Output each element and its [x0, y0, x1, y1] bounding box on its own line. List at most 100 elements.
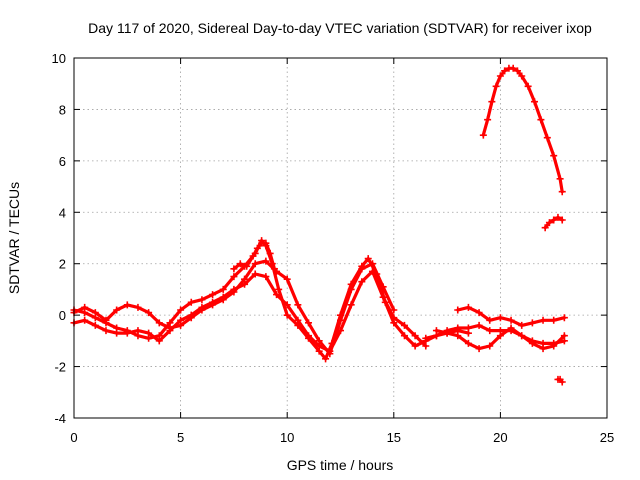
data-point: [81, 316, 89, 324]
data-point: [283, 311, 291, 319]
data-point: [198, 306, 206, 314]
data-point: [241, 275, 249, 283]
data-point: [155, 337, 163, 345]
data-point: [539, 316, 547, 324]
y-tick-label: -2: [54, 360, 66, 375]
series-arc-9: [541, 213, 566, 232]
data-point: [243, 262, 251, 270]
data-point: [509, 64, 517, 72]
data-point: [275, 285, 283, 293]
data-point: [550, 339, 558, 347]
data-point: [464, 324, 472, 332]
data-point: [443, 327, 451, 335]
data-point: [390, 306, 398, 314]
data-point: [454, 324, 462, 332]
data-point: [262, 273, 270, 281]
x-tick-label: 10: [280, 430, 294, 445]
data-point: [198, 296, 206, 304]
data-point: [507, 327, 515, 335]
data-point: [305, 319, 313, 327]
data-point: [496, 72, 504, 80]
data-point: [273, 291, 281, 299]
data-point: [187, 298, 195, 306]
data-point: [524, 82, 532, 90]
data-point: [475, 309, 483, 317]
data-point: [541, 224, 549, 232]
data-point: [253, 244, 261, 252]
data-point: [558, 378, 566, 386]
data-point: [145, 329, 153, 337]
data-point: [266, 249, 274, 257]
data-point: [364, 255, 372, 263]
data-point: [496, 314, 504, 322]
data-point: [464, 303, 472, 311]
data-point: [518, 321, 526, 329]
data-point: [432, 332, 440, 340]
data-point: [219, 296, 227, 304]
y-axis-label: SDTVAR / TECUs: [6, 182, 22, 294]
series-arc-7: [422, 321, 568, 347]
data-point: [166, 324, 174, 332]
data-point: [219, 285, 227, 293]
data-point: [486, 316, 494, 324]
x-tick-label: 5: [177, 430, 184, 445]
data-point: [113, 306, 121, 314]
data-point: [518, 332, 526, 340]
data-point: [177, 321, 185, 329]
data-point: [496, 327, 504, 335]
data-point: [550, 216, 558, 224]
data-point: [134, 303, 142, 311]
y-tick-label: 6: [59, 154, 66, 169]
data-point: [134, 327, 142, 335]
plot-area: [70, 64, 568, 386]
data-point: [411, 332, 419, 340]
data-point: [400, 321, 408, 329]
data-point: [479, 131, 487, 139]
series-line: [72, 269, 428, 353]
data-point: [464, 339, 472, 347]
data-point: [484, 116, 492, 124]
data-point: [422, 342, 430, 350]
data-point: [492, 82, 500, 90]
data-point: [322, 355, 330, 363]
x-tick-label: 15: [387, 430, 401, 445]
data-point: [187, 314, 195, 322]
series-arc-2: [70, 267, 430, 355]
grid: [74, 58, 607, 418]
data-point: [113, 329, 121, 337]
data-point: [123, 329, 131, 337]
x-tick-label: 20: [493, 430, 507, 445]
data-point: [102, 327, 110, 335]
data-point: [251, 270, 259, 278]
data-point: [528, 319, 536, 327]
data-point: [368, 260, 376, 268]
series-arc-5: [454, 303, 568, 329]
data-point: [123, 301, 131, 309]
data-point: [145, 309, 153, 317]
data-point: [475, 345, 483, 353]
data-point: [507, 316, 515, 324]
y-tick-label: 10: [52, 51, 66, 66]
data-point: [528, 337, 536, 345]
data-point: [262, 239, 270, 247]
data-point: [486, 342, 494, 350]
series-arc-10: [554, 375, 566, 386]
y-tick-label: 8: [59, 102, 66, 117]
data-point: [550, 152, 558, 160]
data-point: [501, 67, 509, 75]
y-tick-label: 4: [59, 205, 66, 220]
data-point: [379, 283, 387, 291]
data-point: [91, 321, 99, 329]
x-axis-label: GPS time / hours: [287, 457, 394, 473]
data-point: [454, 332, 462, 340]
data-point: [411, 342, 419, 350]
data-point: [513, 67, 521, 75]
data-point: [358, 278, 366, 286]
y-tick-label: 0: [59, 308, 66, 323]
data-point: [236, 260, 244, 268]
plot-frame: [73, 57, 608, 419]
data-point: [283, 301, 291, 309]
data-point: [454, 306, 462, 314]
series-arc-8: [479, 64, 566, 196]
